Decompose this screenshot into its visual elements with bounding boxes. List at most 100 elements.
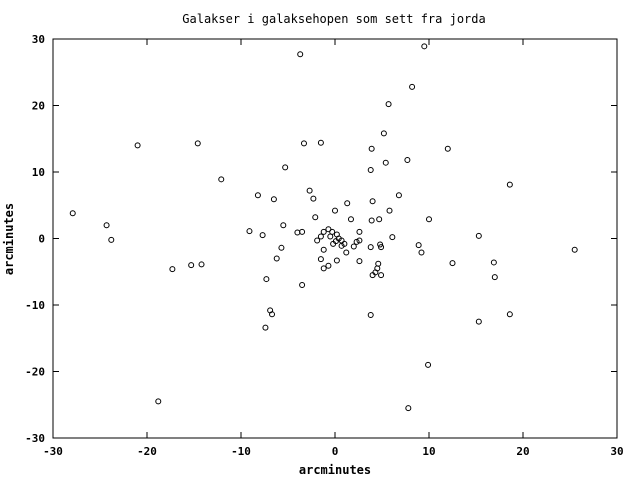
data-points [69, 43, 578, 412]
x-tick-label: -30 [43, 445, 63, 458]
data-point [444, 145, 451, 152]
data-point [299, 282, 306, 289]
data-point [278, 244, 285, 251]
data-point [270, 196, 277, 203]
data-point [367, 244, 374, 251]
data-point [194, 140, 201, 147]
data-point [418, 249, 425, 256]
data-point [475, 318, 482, 325]
data-point [317, 256, 324, 263]
data-point [330, 240, 337, 247]
data-point [273, 255, 280, 262]
data-point [314, 237, 321, 244]
data-point [294, 229, 301, 236]
data-point [426, 216, 432, 223]
data-point [280, 222, 287, 229]
data-point [356, 258, 363, 265]
axis-ticks: -30 -20 -10 0 10 20 30 -30 -20 -10 0 10 20 30 [25, 33, 624, 458]
y-tick-label: 10 [32, 166, 45, 179]
data-point [367, 167, 374, 174]
data-point [377, 241, 384, 248]
data-point [320, 265, 327, 272]
x-tick-label: -20 [137, 445, 157, 458]
data-point [69, 210, 76, 217]
data-point [475, 232, 482, 239]
x-tick-label: 20 [516, 445, 529, 458]
data-point [375, 260, 382, 267]
data-point [382, 159, 389, 166]
data-point [367, 311, 374, 318]
data-point [269, 311, 276, 318]
data-point [188, 262, 195, 269]
x-tick-label: -10 [231, 445, 251, 458]
data-point [317, 233, 324, 240]
data-point [356, 237, 363, 244]
data-point [325, 262, 332, 269]
data-point [155, 398, 162, 405]
data-point [317, 139, 324, 146]
data-point [369, 272, 376, 279]
x-axis-label: arcminutes [299, 463, 371, 477]
y-tick-label: -10 [25, 299, 45, 312]
data-point [218, 176, 225, 183]
data-point [386, 207, 393, 214]
data-point [491, 274, 498, 281]
data-point [343, 249, 350, 256]
data-point [282, 164, 289, 171]
data-point [259, 232, 266, 239]
x-tick-label: 0 [332, 445, 339, 458]
data-point [409, 83, 416, 90]
data-point [327, 233, 334, 240]
data-point [490, 259, 497, 266]
data-point [385, 101, 392, 108]
data-point [347, 216, 354, 223]
data-point [169, 266, 176, 273]
data-point [378, 244, 385, 251]
data-point [506, 181, 513, 188]
data-point [376, 216, 383, 223]
chart-title: Galakser i galaksehopen som sett fra jor… [182, 12, 485, 26]
data-point [108, 236, 115, 243]
data-point [404, 157, 411, 164]
y-tick-label: -20 [25, 366, 45, 379]
data-point [571, 246, 578, 253]
data-point [353, 238, 360, 245]
data-point [378, 272, 385, 279]
data-point [380, 130, 387, 137]
data-point [320, 246, 327, 253]
data-point [103, 222, 110, 229]
x-tick-label: 30 [610, 445, 623, 458]
data-point [506, 311, 513, 318]
data-point [262, 324, 269, 331]
data-point [263, 276, 270, 283]
data-point [310, 195, 317, 202]
y-tick-label: -30 [25, 432, 45, 445]
data-point [425, 361, 432, 368]
x-tick-label: 10 [422, 445, 435, 458]
data-point [198, 261, 205, 268]
data-point [395, 192, 402, 199]
data-point [389, 234, 396, 241]
data-point [246, 228, 253, 235]
data-point [312, 214, 319, 221]
data-point [350, 243, 357, 250]
data-point [405, 405, 412, 412]
data-point [356, 228, 363, 235]
y-tick-label: 30 [32, 33, 45, 46]
data-point [369, 198, 376, 205]
y-tick-label: 20 [32, 100, 45, 113]
data-point [254, 192, 261, 199]
data-point [338, 242, 345, 249]
y-tick-label: 0 [38, 233, 45, 246]
data-point [333, 257, 340, 264]
data-point [299, 228, 306, 235]
data-point [320, 228, 327, 235]
data-point [306, 187, 313, 194]
data-point [415, 242, 422, 249]
data-point [297, 51, 304, 58]
data-point [368, 217, 375, 224]
data-point [332, 207, 338, 214]
data-point [449, 260, 456, 267]
data-point [421, 43, 428, 50]
